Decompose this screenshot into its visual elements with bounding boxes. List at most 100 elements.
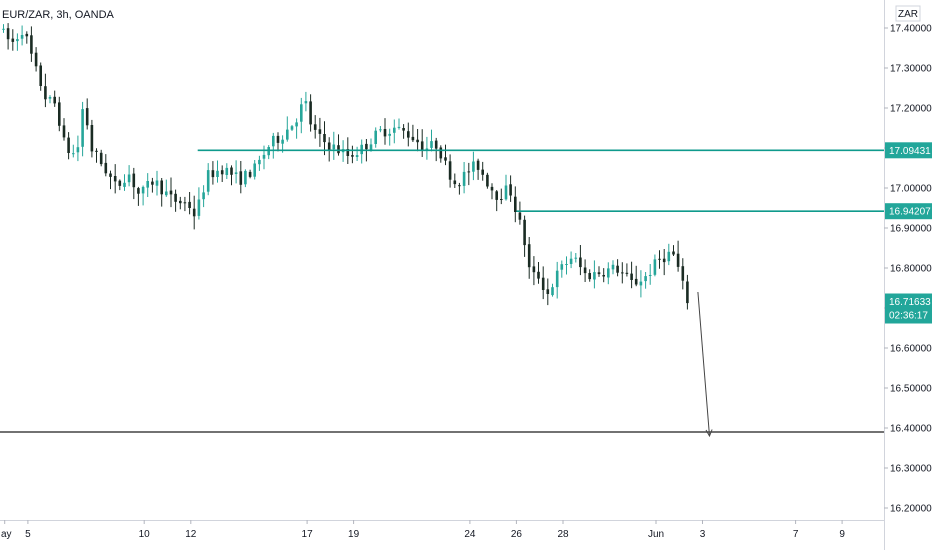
candle-body bbox=[109, 173, 112, 177]
candle-body bbox=[351, 155, 354, 157]
currency-badge[interactable]: ZAR bbox=[895, 5, 921, 22]
candle-body bbox=[630, 273, 633, 280]
candle-body bbox=[481, 169, 484, 175]
candle-body bbox=[383, 129, 387, 137]
candle-body bbox=[411, 136, 415, 141]
candle-body bbox=[169, 190, 173, 195]
candle-body bbox=[332, 144, 336, 150]
candle-body bbox=[611, 264, 615, 270]
projection-arrow-shaft bbox=[697, 291, 710, 437]
candle-body bbox=[393, 127, 396, 133]
candle-body bbox=[123, 182, 126, 187]
candle-body bbox=[113, 176, 117, 182]
candle-body bbox=[2, 28, 5, 30]
candle-body bbox=[374, 130, 377, 144]
candle-body bbox=[448, 161, 452, 180]
candle-body bbox=[309, 101, 312, 125]
time-tick-label: 28 bbox=[557, 529, 569, 540]
candle-body bbox=[16, 39, 19, 42]
currency-badge-box bbox=[895, 5, 921, 22]
candle-body bbox=[546, 289, 550, 294]
candle-body bbox=[458, 185, 461, 187]
candle-body bbox=[11, 38, 15, 42]
candle-body bbox=[365, 143, 368, 150]
candle-body bbox=[537, 271, 540, 279]
candle-body bbox=[588, 273, 591, 280]
candle-body bbox=[197, 199, 201, 216]
candle-body bbox=[388, 133, 391, 136]
candle-body bbox=[672, 251, 675, 255]
candle-body bbox=[453, 180, 457, 185]
level-price-label-bg bbox=[885, 142, 932, 159]
header-layer: EUR/ZAR, 3h, OANDA bbox=[2, 9, 115, 21]
candle-body bbox=[662, 258, 666, 263]
candle-body bbox=[286, 129, 289, 140]
candle-body bbox=[188, 201, 191, 208]
candle-body bbox=[407, 131, 410, 138]
candle-body bbox=[62, 125, 66, 138]
time-tick-label: 10 bbox=[139, 529, 151, 540]
candle-body bbox=[137, 188, 140, 194]
time-tick-label: 17 bbox=[302, 529, 314, 540]
candle-body bbox=[569, 258, 573, 264]
candle-body bbox=[76, 147, 80, 153]
candle-body bbox=[318, 129, 322, 134]
candle-body bbox=[625, 272, 629, 274]
price-labels-layer: 17.09431 16.94207 16.71633 02:36:17 bbox=[885, 142, 932, 324]
candle-body bbox=[658, 258, 661, 260]
price-tick-label: 17.40000 bbox=[890, 24, 932, 35]
candle-body bbox=[118, 180, 122, 186]
candle-body bbox=[420, 141, 424, 150]
candle-body bbox=[565, 264, 568, 265]
last-price-label-bg bbox=[885, 293, 932, 324]
candle-body bbox=[192, 208, 196, 217]
price-tick-label: 16.50000 bbox=[890, 384, 932, 395]
candle-body bbox=[337, 145, 340, 154]
candle-body bbox=[81, 109, 84, 147]
levels-layer bbox=[0, 149, 884, 438]
candle-body bbox=[621, 272, 624, 274]
candle-body bbox=[183, 202, 187, 204]
candle-body bbox=[34, 52, 38, 67]
candle-body bbox=[160, 180, 163, 195]
candle-body bbox=[276, 135, 280, 143]
candle-body bbox=[44, 86, 47, 100]
candle-body bbox=[300, 104, 303, 122]
candle-body bbox=[667, 251, 671, 262]
time-tick-label: 19 bbox=[348, 529, 360, 540]
candle-body bbox=[25, 33, 29, 37]
candle-body bbox=[146, 181, 149, 188]
time-axis[interactable]: ay 5 10 12 17 19 24 26 28 Jun 3 7 9 bbox=[0, 520, 884, 540]
time-tick-label: Jun bbox=[648, 529, 664, 540]
level-price-label: 16.94207 bbox=[889, 207, 931, 218]
price-axis[interactable]: 17.4000017.3000017.2000017.1000017.00000… bbox=[884, 0, 932, 550]
candle-body bbox=[504, 185, 508, 200]
projection-arrow-head bbox=[705, 429, 713, 438]
candle-body bbox=[104, 162, 108, 174]
candle-body bbox=[95, 150, 98, 152]
time-tick-label: 9 bbox=[839, 529, 845, 540]
candle-body bbox=[58, 102, 61, 126]
candle-body bbox=[230, 167, 233, 175]
candle-body bbox=[132, 173, 136, 188]
price-tick-label: 17.20000 bbox=[890, 104, 932, 115]
candle-body bbox=[634, 278, 638, 285]
candle-body bbox=[518, 212, 522, 220]
candle-body bbox=[290, 126, 294, 130]
candle-body bbox=[202, 192, 205, 200]
candle-body bbox=[532, 266, 536, 273]
candle-body bbox=[248, 171, 252, 177]
candle-body bbox=[151, 181, 154, 185]
candle-body bbox=[644, 276, 647, 282]
candle-body bbox=[509, 184, 512, 196]
candle-body bbox=[346, 149, 350, 156]
candle-body bbox=[327, 142, 331, 150]
candle-body bbox=[323, 134, 326, 143]
candle-body bbox=[579, 257, 582, 268]
candle-body bbox=[514, 196, 517, 212]
candle-body bbox=[555, 270, 559, 288]
candle-body bbox=[99, 152, 103, 165]
